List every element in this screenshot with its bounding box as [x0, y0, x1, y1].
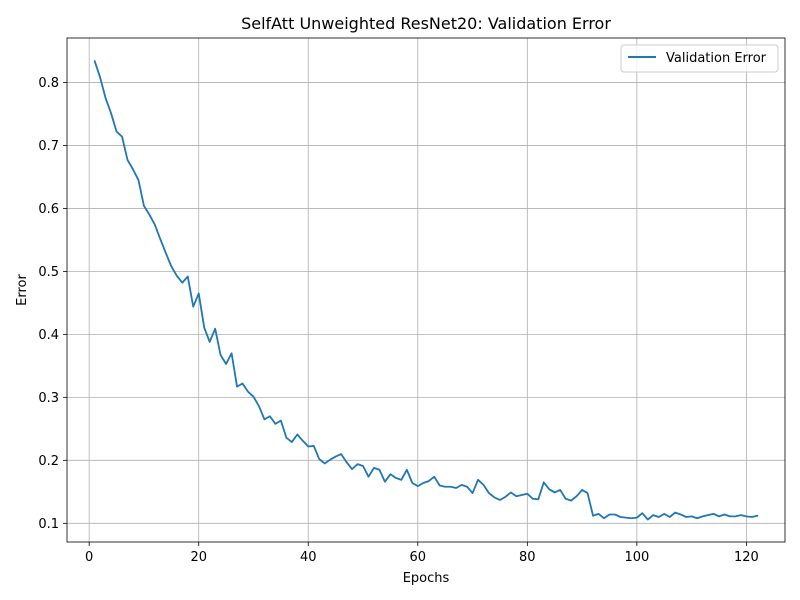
x-tick-label: 40 [300, 550, 317, 565]
x-tick-label: 100 [624, 550, 649, 565]
y-tick-label: 0.1 [38, 517, 59, 532]
y-axis-label: Error [15, 274, 30, 306]
x-axis-label: Epochs [403, 571, 450, 586]
x-tick-label: 0 [85, 550, 93, 565]
plot-frame [66, 37, 786, 543]
legend: Validation Error [620, 44, 779, 73]
series-layer [93, 60, 759, 521]
ticks: 0 20 40 60 80 100 120 0.1 0.2 0.3 0.4 0.5 0.6 0.7 0.8 [38, 76, 758, 565]
y-tick-label: 0.2 [38, 454, 59, 469]
y-tick-label: 0.3 [38, 391, 59, 406]
x-tick-label: 20 [190, 550, 207, 565]
x-tick-label: 80 [519, 550, 536, 565]
y-tick-label: 0.5 [38, 265, 59, 280]
series-line-validation-error [93, 60, 759, 521]
y-tick-label: 0.7 [38, 139, 59, 154]
y-tick-label: 0.8 [38, 76, 59, 91]
legend-box [620, 44, 779, 73]
legend-label: Validation Error [666, 51, 767, 66]
x-tick-label: 120 [734, 550, 759, 565]
chart-title: SelfAtt Unweighted ResNet20: Validation … [241, 14, 611, 33]
x-tick-label: 60 [410, 550, 427, 565]
y-tick-label: 0.4 [38, 328, 59, 343]
y-tick-label: 0.6 [38, 202, 59, 217]
grid [67, 38, 785, 542]
